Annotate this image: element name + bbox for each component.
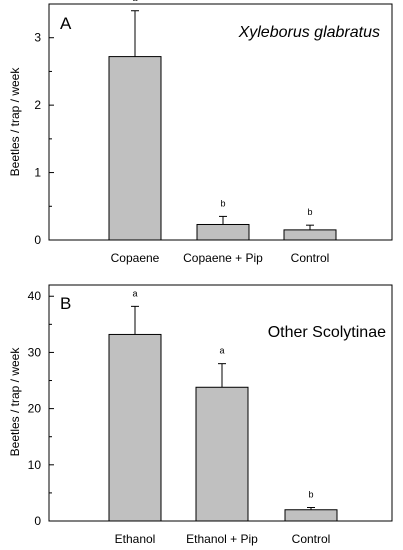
panel-b-y-tick-label: 10 [28,458,42,472]
panel-b-title: Other Scolytinae [268,324,386,341]
panel-b: a a b 0 10 20 30 40 Ethanol Ethanol + Pip Contro… [8,284,393,546]
panel-b-y-axis-title: Beetles / trap / week [8,347,22,457]
panel-a-significance-label-2: b [220,198,225,208]
panel-a-category-label-3: Control [291,251,330,265]
panel-a-bars [108,56,337,241]
panel-b-bar-2 [195,386,249,522]
panel-a-x-labels: Copaene Copaene + Pip Control [111,251,330,265]
panel-a-bar-1 [108,56,162,241]
panel-b-y-tick-label: 30 [28,345,42,359]
panel-b-frame [48,284,393,522]
panel-a-y-tick-label: 2 [34,98,41,112]
panel-b-y-tick-label: 40 [28,289,42,303]
panel-a-title: Xyleborus glabratus [238,24,380,41]
panel-b-significance: a a b [132,288,313,499]
panel-a-category-label-2: Copaene + Pip [183,251,263,265]
panel-b-significance-label-1: a [132,288,137,298]
panel-a-significance-label-1: a [132,0,137,3]
panel-b-significance-label-2: a [219,346,224,356]
panel-b-x-labels: Ethanol Ethanol + Pip Control [115,532,331,546]
panel-a-significance: a b b [132,0,312,217]
panel-a-bar-3 [283,229,337,241]
panel-a-bar-2 [196,223,250,241]
panel-a-y-tick-label: 0 [34,233,41,247]
panel-a-y-ticks: 0 1 2 3 [34,31,54,247]
panel-a-letter: A [60,14,72,33]
panel-b-category-label-2: Ethanol + Pip [186,532,258,546]
panel-b-errors [131,305,315,510]
panel-b-letter: B [60,294,71,313]
panel-b-y-tick-label: 20 [28,402,42,416]
panel-a-errors [131,10,314,230]
panel-a: a b b 0 1 2 3 Copaene Copaene + Pip Control A X… [8,0,393,265]
panel-b-y-ticks: 0 10 20 30 40 [28,289,54,528]
panel-a-y-axis-title: Beetles / trap / week [8,67,22,177]
panel-b-y-tick-label: 0 [34,514,41,528]
panel-b-significance-label-3: b [308,490,313,500]
panel-a-y-tick-label: 3 [34,31,41,45]
panel-b-bar-3 [284,509,338,522]
panel-b-category-label-3: Control [292,532,331,546]
panel-a-frame [48,3,393,241]
panel-b-bars [108,333,338,522]
panel-a-category-label-1: Copaene [111,251,160,265]
panel-b-bar-1 [108,333,162,522]
panel-a-y-tick-label: 1 [34,166,41,180]
panel-a-significance-label-3: b [307,207,312,217]
panel-b-category-label-1: Ethanol [115,532,156,546]
